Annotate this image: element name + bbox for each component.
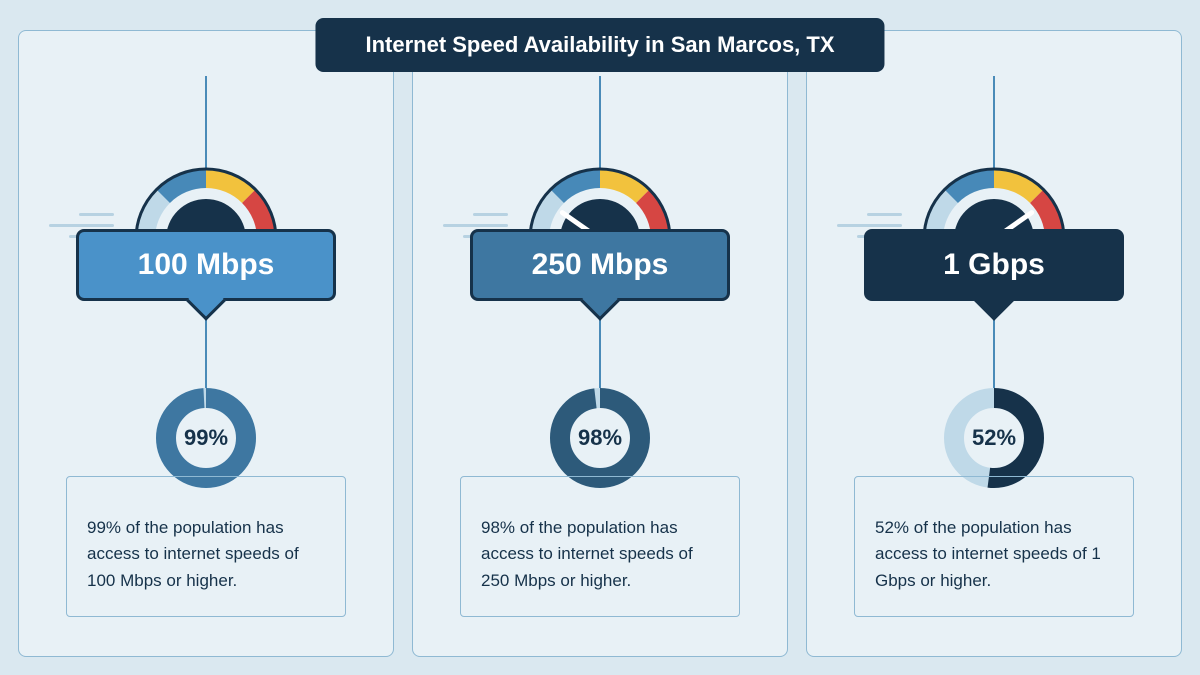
speed-label: 100 Mbps bbox=[138, 248, 275, 282]
connector-line bbox=[993, 316, 995, 388]
speed-badge: 250 Mbps bbox=[470, 229, 730, 301]
page-title: Internet Speed Availability in San Marco… bbox=[315, 18, 884, 72]
connector-line bbox=[205, 316, 207, 388]
speed-card-1gbps: 1 Gbps 52% 52% of the population has acc… bbox=[806, 30, 1182, 657]
description-text: 98% of the population has access to inte… bbox=[481, 518, 693, 590]
percent-label: 98% bbox=[578, 425, 622, 451]
badge-arrow-icon bbox=[974, 281, 1014, 321]
speed-badge: 1 Gbps bbox=[864, 229, 1124, 301]
description-box: 99% of the population has access to inte… bbox=[66, 476, 346, 617]
percent-label: 99% bbox=[184, 425, 228, 451]
speed-card-100mbps: 100 Mbps 99% 99% of the population has a… bbox=[18, 30, 394, 657]
speed-label: 250 Mbps bbox=[532, 248, 669, 282]
connector-line bbox=[599, 316, 601, 388]
speed-card-250mbps: 250 Mbps 98% 98% of the population has a… bbox=[412, 30, 788, 657]
speed-badge: 100 Mbps bbox=[76, 229, 336, 301]
description-box: 52% of the population has access to inte… bbox=[854, 476, 1134, 617]
badge-arrow-icon bbox=[186, 281, 226, 321]
description-box: 98% of the population has access to inte… bbox=[460, 476, 740, 617]
speed-label: 1 Gbps bbox=[943, 248, 1045, 282]
badge-arrow-icon bbox=[580, 281, 620, 321]
description-text: 52% of the population has access to inte… bbox=[875, 518, 1101, 590]
percent-label: 52% bbox=[972, 425, 1016, 451]
description-text: 99% of the population has access to inte… bbox=[87, 518, 299, 590]
columns-container: 100 Mbps 99% 99% of the population has a… bbox=[18, 30, 1182, 657]
